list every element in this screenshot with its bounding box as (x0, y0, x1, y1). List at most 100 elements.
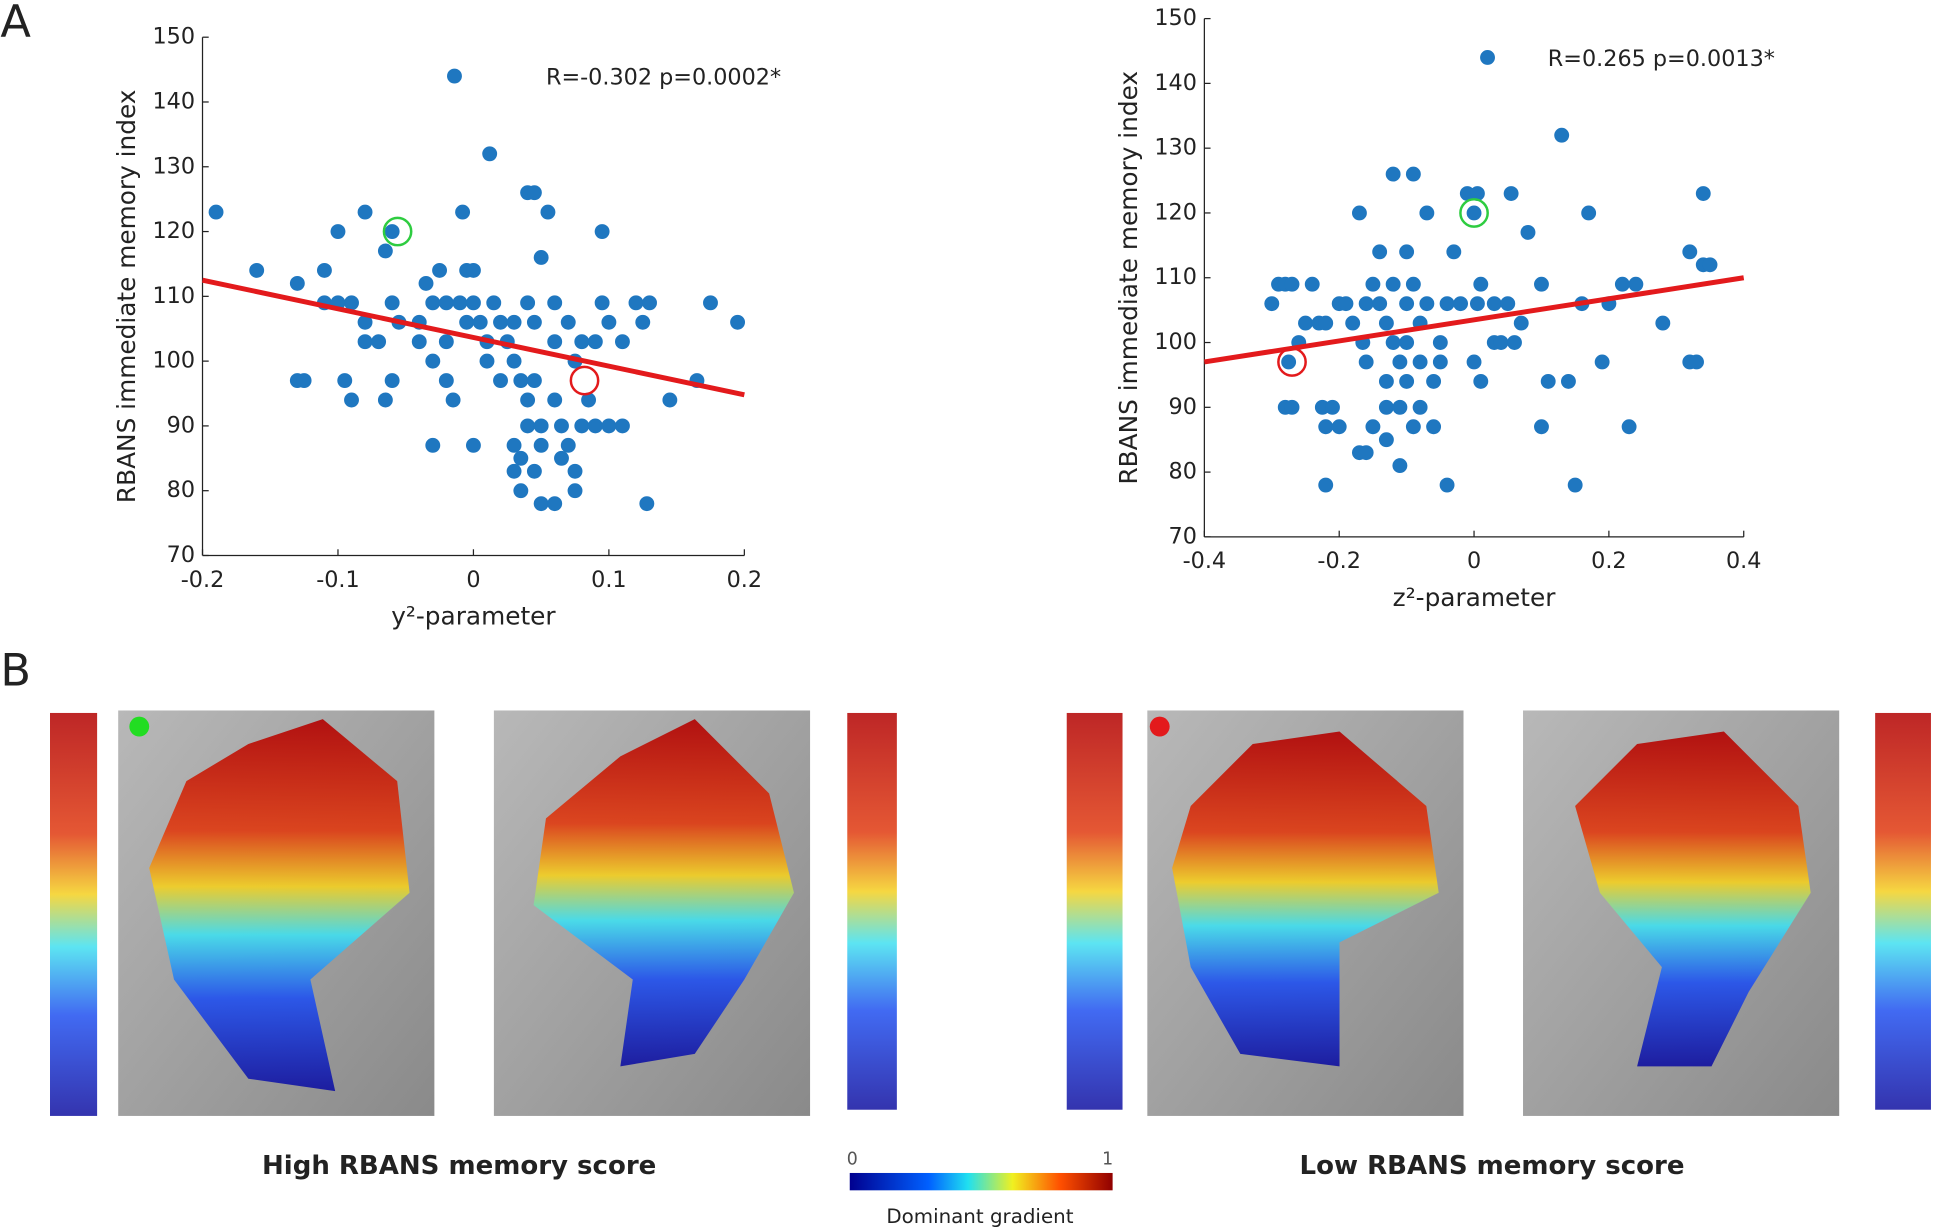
data-point (1554, 127, 1570, 143)
data-point (581, 392, 597, 408)
data-point (249, 262, 265, 278)
x-tick-label: 0 (1467, 548, 1481, 574)
marker-dot (1149, 716, 1170, 737)
data-point (628, 295, 644, 311)
data-point (1473, 276, 1489, 292)
data-point (639, 496, 655, 512)
data-point (526, 314, 542, 330)
data-point (1540, 373, 1556, 389)
data-point (465, 437, 481, 453)
data-point (1439, 477, 1455, 493)
y-tick-label: 100 (153, 348, 196, 374)
y-tick-label: 110 (1154, 264, 1197, 290)
data-point (520, 295, 536, 311)
data-point (642, 295, 657, 311)
x-tick-label: 0.2 (1591, 548, 1626, 574)
data-point (425, 295, 441, 311)
gradient-map (533, 719, 794, 1067)
data-point (1284, 399, 1300, 415)
data-point (1702, 257, 1718, 273)
data-point (506, 353, 522, 369)
data-point (601, 314, 617, 330)
x-tick-label: 0.2 (727, 567, 762, 593)
data-point (513, 373, 529, 389)
y-tick-label: 70 (167, 542, 195, 568)
data-point (479, 353, 495, 369)
x-axis-label: y²-parameter (391, 601, 556, 630)
y-tick-label: 120 (1154, 199, 1197, 225)
y-tick-label: 150 (153, 24, 196, 50)
data-point (1655, 315, 1671, 331)
data-point (506, 314, 522, 330)
data-point (1298, 315, 1313, 331)
data-point (1365, 276, 1381, 292)
data-point (533, 437, 549, 453)
colorbar-tick: 1 (1102, 1149, 1113, 1169)
colorbar-label: Dominant gradient (886, 1205, 1073, 1228)
data-point (1507, 335, 1522, 350)
marker-dot (129, 716, 150, 737)
data-point (1304, 276, 1320, 292)
data-point (357, 314, 373, 330)
histogram (1066, 712, 1123, 1110)
y-tick-label: 120 (153, 218, 196, 244)
data-point (1372, 244, 1388, 260)
data-point (411, 334, 427, 350)
data-point (371, 334, 387, 350)
highlight-ring (569, 365, 600, 396)
data-point (730, 314, 746, 330)
data-point (1432, 354, 1448, 370)
x-tick-label: 0.4 (1726, 548, 1761, 574)
data-point (465, 262, 481, 278)
highlight-ring (1459, 198, 1489, 228)
data-point (1567, 477, 1583, 493)
data-point (703, 295, 718, 311)
data-point (459, 314, 475, 330)
data-point (547, 295, 563, 311)
data-point (1493, 335, 1509, 350)
annotation: R=0.265 p=0.0013* (1548, 46, 1775, 72)
data-point (1378, 315, 1394, 331)
data-point (1446, 244, 1462, 260)
data-point (662, 392, 678, 408)
data-point (425, 353, 441, 369)
data-point (330, 224, 346, 239)
data-point (1365, 419, 1381, 435)
data-point (540, 204, 556, 220)
data-point (472, 314, 488, 330)
brain-images (50, 710, 1931, 1191)
data-point (384, 373, 400, 389)
data-point (1520, 224, 1536, 240)
data-point (587, 418, 603, 434)
data-point (1318, 477, 1334, 493)
annotation: R=-0.302 p=0.0002* (546, 65, 781, 91)
data-point (438, 373, 454, 389)
x-tick-label: -0.2 (1317, 548, 1361, 574)
x-tick-label: -0.4 (1183, 548, 1227, 574)
data-point (1318, 419, 1334, 435)
data-point (1473, 373, 1489, 389)
highlight-ring (382, 216, 413, 247)
data-point (1378, 399, 1394, 415)
data-point (1338, 296, 1354, 312)
y-axis-label: RBANS immediate memory index (112, 90, 141, 504)
data-point (1469, 296, 1485, 312)
data-point (1284, 276, 1300, 292)
data-point (513, 450, 529, 466)
data-point (506, 437, 522, 453)
data-point (594, 224, 610, 239)
data-point (455, 204, 471, 220)
histogram (50, 712, 98, 1116)
data-point (1426, 373, 1442, 389)
data-point (1399, 244, 1415, 260)
y-tick-label: 130 (1154, 135, 1197, 161)
data-point (337, 373, 353, 389)
data-point (316, 262, 332, 278)
data-point (1281, 354, 1297, 370)
y-tick-label: 140 (1154, 70, 1197, 96)
data-point (1345, 315, 1361, 331)
data-point (1385, 276, 1401, 292)
panel-label: A (0, 0, 31, 48)
data-point (1358, 296, 1374, 312)
data-point (1331, 419, 1347, 435)
